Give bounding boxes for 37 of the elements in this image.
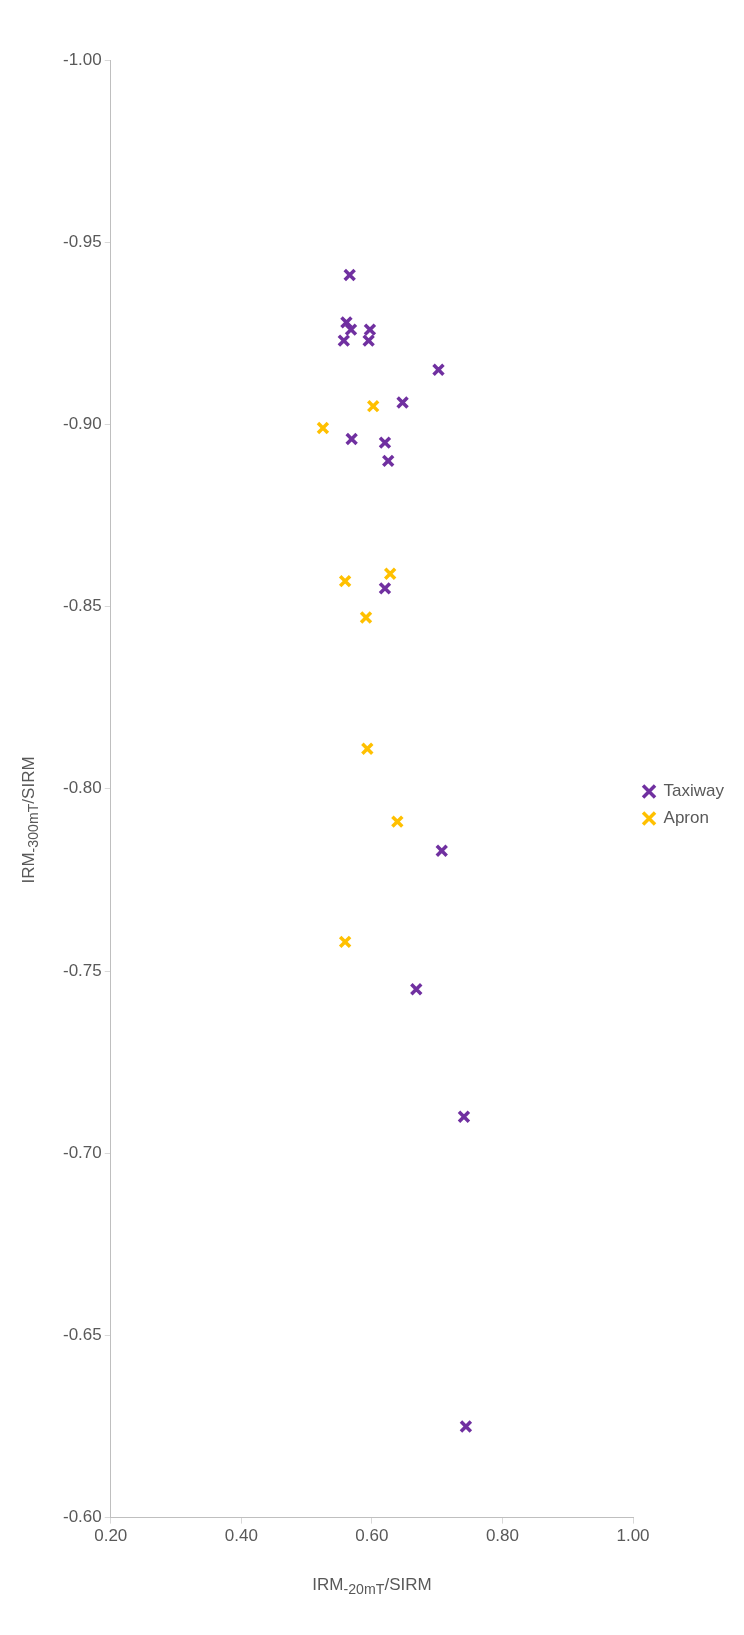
point [366, 399, 380, 413]
point [383, 567, 397, 581]
y-tick-label: -1.00 [63, 49, 102, 69]
point [457, 1110, 471, 1124]
point [343, 268, 357, 282]
point [316, 421, 330, 435]
y-tick-label: -0.95 [63, 231, 102, 251]
x-tick-label: 0.60 [355, 1526, 389, 1546]
point [338, 574, 352, 588]
y-tick-label: -0.90 [63, 414, 102, 434]
point [338, 935, 352, 949]
point [344, 432, 359, 446]
x-tick-label: 1.00 [616, 1526, 650, 1546]
point [409, 982, 423, 996]
point [459, 1419, 473, 1434]
legend-label: Apron [663, 808, 709, 828]
point [359, 610, 373, 625]
point [395, 395, 410, 410]
x-tick-label: 0.20 [94, 1526, 128, 1546]
x-axis-title: IRM$_{-20mT}$/SIRM [311, 1575, 433, 1598]
y-tick-label: -0.60 [63, 1507, 102, 1527]
point [390, 814, 405, 829]
point [360, 742, 375, 756]
y-tick-label: -0.75 [63, 960, 102, 980]
point [435, 844, 449, 858]
point [337, 333, 351, 348]
y-tick-label: -0.85 [63, 596, 102, 616]
point [378, 435, 392, 450]
point [381, 454, 395, 468]
x-tick-label: 0.40 [224, 1526, 258, 1546]
y-tick-label: -0.80 [63, 778, 102, 798]
y-tick-label: -0.70 [63, 1142, 102, 1162]
x-tick-label: 0.80 [485, 1526, 520, 1546]
y-tick-label: -0.65 [63, 1325, 102, 1345]
legend-label: Taxiway [663, 781, 725, 801]
point [378, 581, 392, 596]
point [431, 363, 446, 377]
